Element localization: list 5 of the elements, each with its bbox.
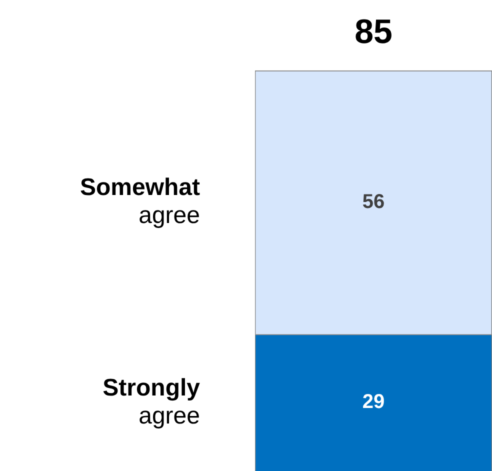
total-label: 85 bbox=[354, 13, 392, 52]
text: Somewhat agree bbox=[80, 174, 200, 230]
data-label: 56 bbox=[362, 191, 385, 214]
text: Strongly agree bbox=[102, 374, 201, 430]
data-label: 29 bbox=[362, 391, 385, 414]
